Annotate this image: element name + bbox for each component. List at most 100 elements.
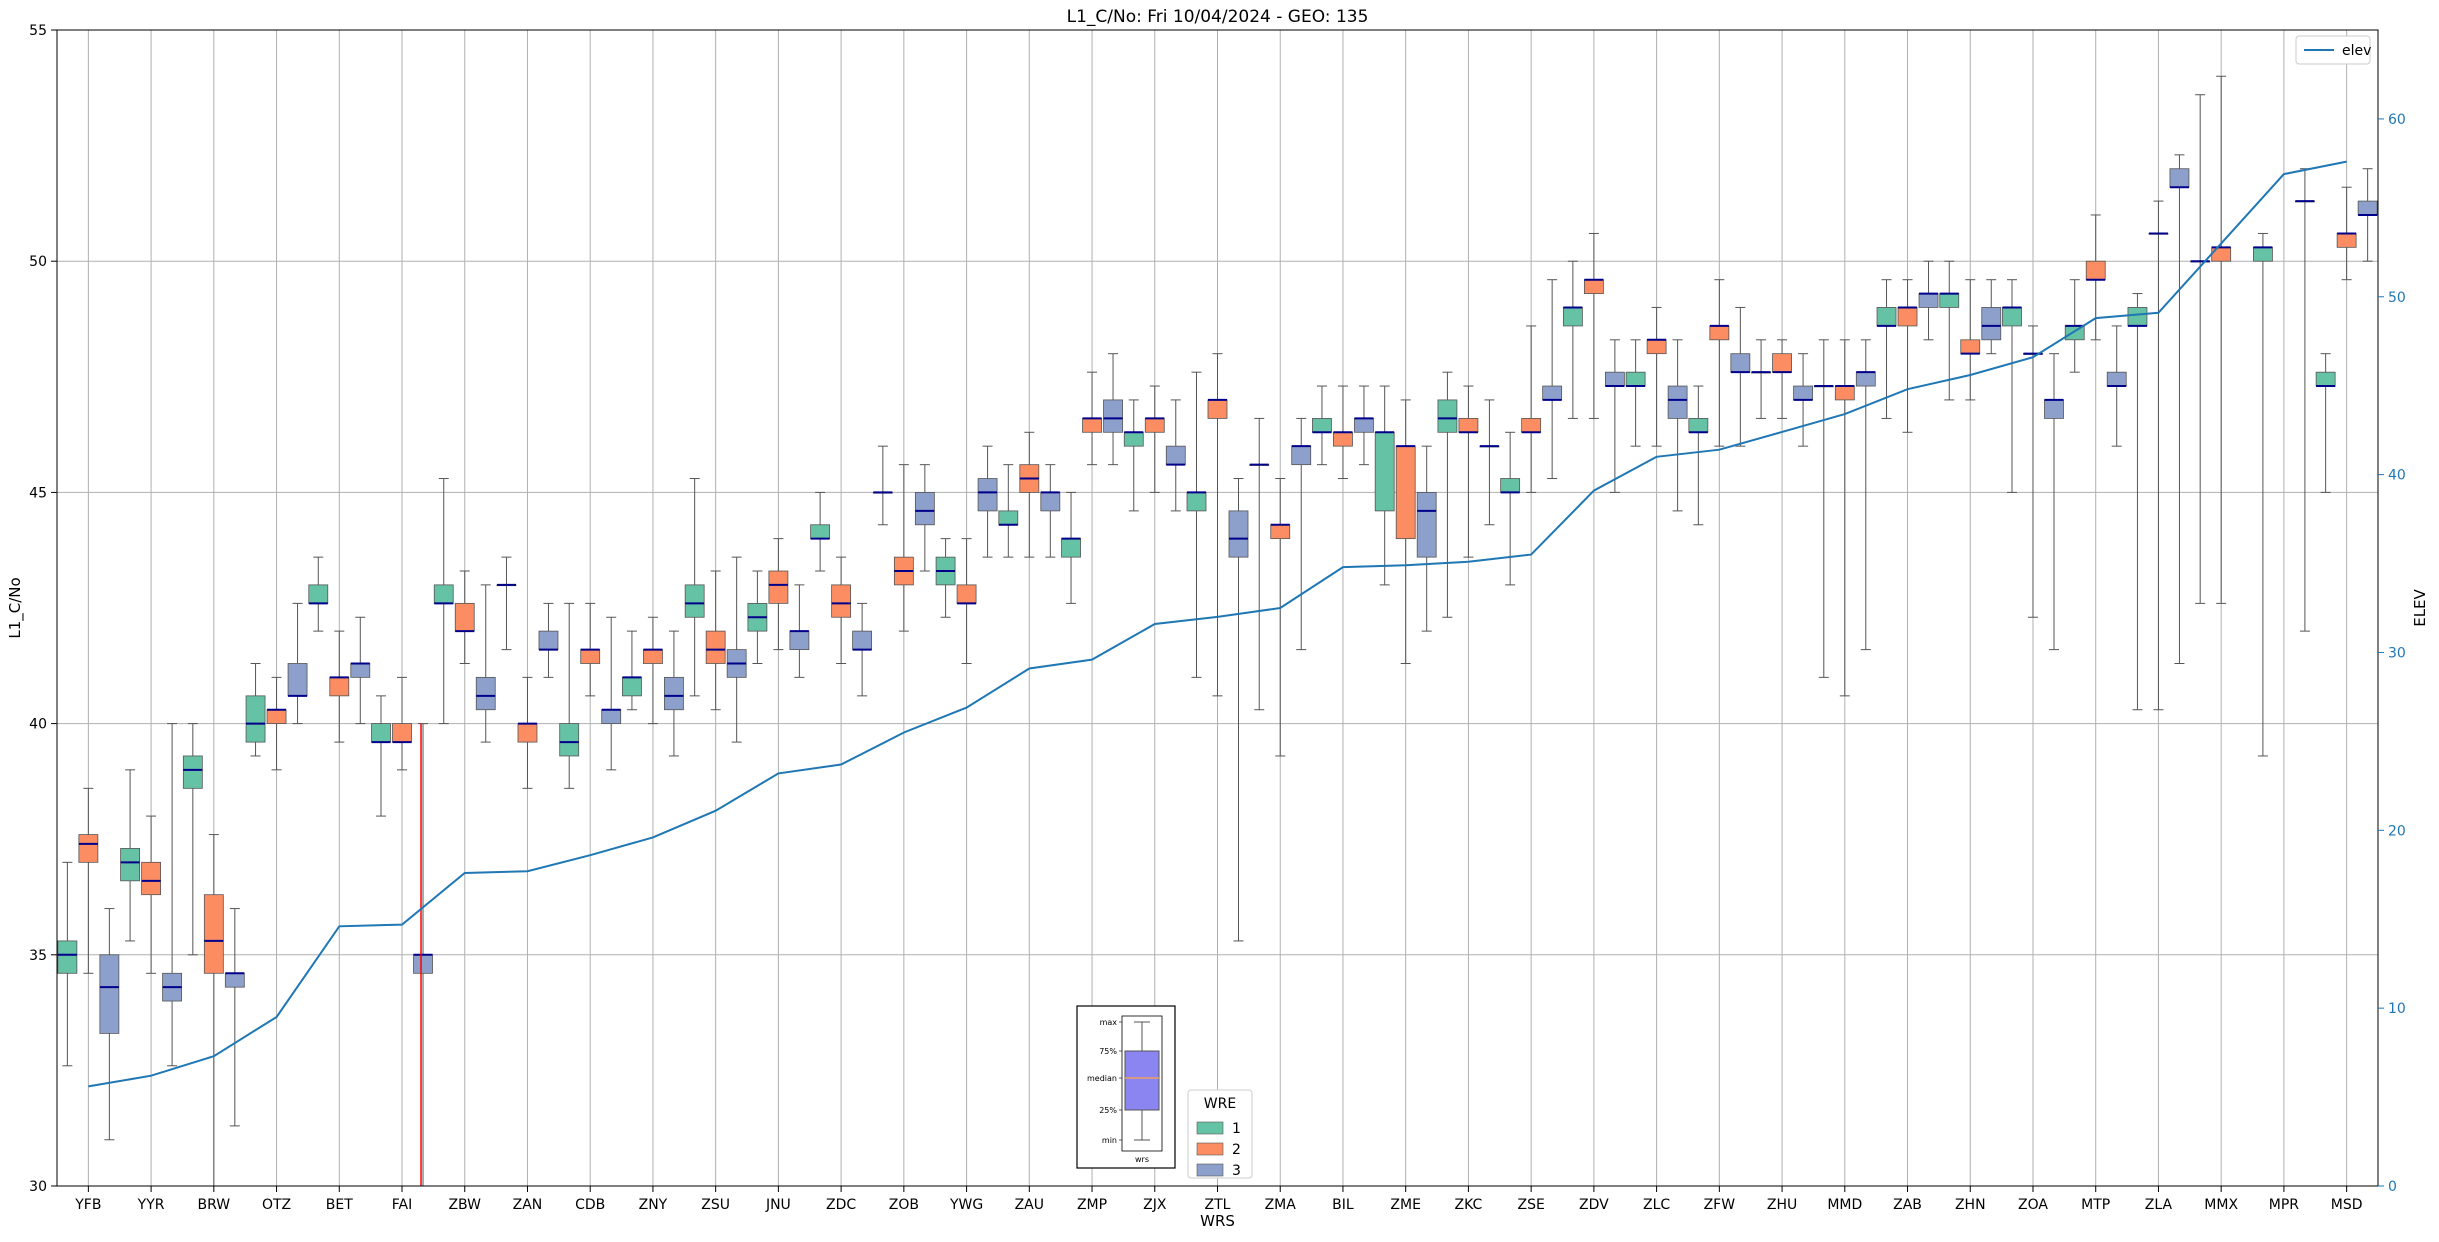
key-box [1124,1050,1160,1111]
box-bil-wre1 [1312,385,1332,466]
box-zau-wre2 [1019,431,1040,558]
x-tick-label: MSD [2331,1197,2363,1213]
box-zme-wre1 [1374,385,1395,586]
box-yyr-wre1 [120,769,140,942]
box-zhn-wre1 [1939,260,1960,401]
box-zdv-wre2 [1583,232,1604,419]
box-zoa-wre3 [2044,353,2064,651]
x-tick-label: BRW [198,1197,231,1213]
box-body [684,584,705,618]
box-cdb-wre1 [559,602,580,789]
box-body [454,602,475,632]
box-body [1437,399,1458,433]
box-body [1834,385,1855,401]
box-body [1981,307,2002,341]
x-tick-label: ZOB [889,1197,919,1213]
box-body [1960,339,1981,355]
box-zbw-wre3 [475,584,496,743]
box-fai-wre1 [371,695,391,817]
box-body [245,695,266,743]
box-body [1646,339,1667,355]
legend-elev: elev [2295,35,2371,65]
x-tick-label: ZHU [1767,1197,1797,1213]
box-body [2253,246,2273,262]
x-tick-label: ZSU [701,1197,730,1213]
box-zla-wre3 [2169,154,2190,664]
box-cdb-wre3 [601,616,622,771]
box-zab-wre2 [1897,279,1918,433]
box-mmd-wre2 [1834,339,1855,697]
box-mmx-wre1 [2190,94,2211,604]
box-body [1876,307,1897,327]
box-msd-wre3 [2357,168,2378,262]
legend-wre-label-2: 2 [1232,1142,1241,1158]
box-zau-wre1 [998,464,1019,558]
box-otz-wre2 [266,676,287,771]
y-tick-label: 40 [29,717,47,733]
box-body [1061,538,1081,558]
box-body [120,848,140,882]
box-body [1667,385,1688,419]
x-tick-label: ZDV [1579,1197,1609,1213]
x-tick-label: ZTL [1205,1197,1231,1213]
box-zbw-wre2 [454,570,475,664]
box-body [413,954,433,974]
key-label: 25% [1099,1106,1117,1115]
key-label: max [1100,1018,1118,1027]
x-tick-label: CDB [575,1197,605,1213]
key-label: 75% [1099,1047,1117,1056]
box-body [2315,371,2336,387]
box-zlc-wre1 [1625,339,1646,447]
box-body [1416,491,1437,558]
box-bet-wre2 [329,630,350,743]
box-body [1082,418,1102,433]
box-body [2127,307,2148,327]
y2-tick-label: 0 [2388,1179,2397,1195]
box-body [329,676,350,697]
x-tick-label: MMD [1827,1197,1862,1213]
box-body [1270,524,1291,540]
box-zhn-wre3 [1981,279,2002,355]
x-tick-label: MMX [2204,1197,2238,1213]
box-body [1855,371,1876,387]
legend-wre-swatch-3 [1196,1163,1224,1177]
box-otz-wre1 [245,662,266,757]
box-zny-wre2 [643,616,663,725]
box-body [1604,371,1625,387]
box-zhu-wre2 [1772,339,1792,419]
box-zsu-wre2 [705,570,726,711]
y-axis-title: L1_C/No [6,577,25,638]
box-mmd-wre3 [1855,339,1876,651]
box-zmp-wre1 [1061,491,1081,604]
box-ztl-wre1 [1186,371,1207,678]
box-body [287,663,308,697]
box-zfw-wre3 [1730,306,1751,447]
box-zny-wre3 [664,630,684,757]
box-brw-wre2 [203,834,224,1187]
x-tick-label: BET [326,1197,353,1213]
box-jnu-wre1 [747,570,768,664]
box-zjx-wre1 [1123,399,1144,512]
x-tick-label: ZOA [2018,1197,2048,1213]
box-body [57,940,78,974]
box-zlc-wre3 [1667,339,1688,512]
y2-tick-label: 30 [2388,645,2406,661]
box-body [1395,445,1416,540]
box-zdc-wre1 [810,491,831,572]
key-inset-axes [1121,1015,1163,1152]
x-tick-label: ZJX [1143,1197,1167,1213]
x-tick-label: ZAB [1893,1197,1922,1213]
box-body [1772,353,1792,373]
box-ztl-wre3 [1228,478,1249,942]
box-body [1312,418,1332,433]
box-body [2357,200,2378,216]
y-tick-label: 35 [29,948,47,964]
y-tick-label: 30 [29,1179,47,1195]
box-body [664,676,684,711]
box-body [350,663,371,678]
box-zla-wre1 [2127,293,2148,711]
x-tick-label: FAI [392,1197,412,1213]
box-body [1918,293,1939,308]
box-mtp-wre1 [2064,279,2085,373]
